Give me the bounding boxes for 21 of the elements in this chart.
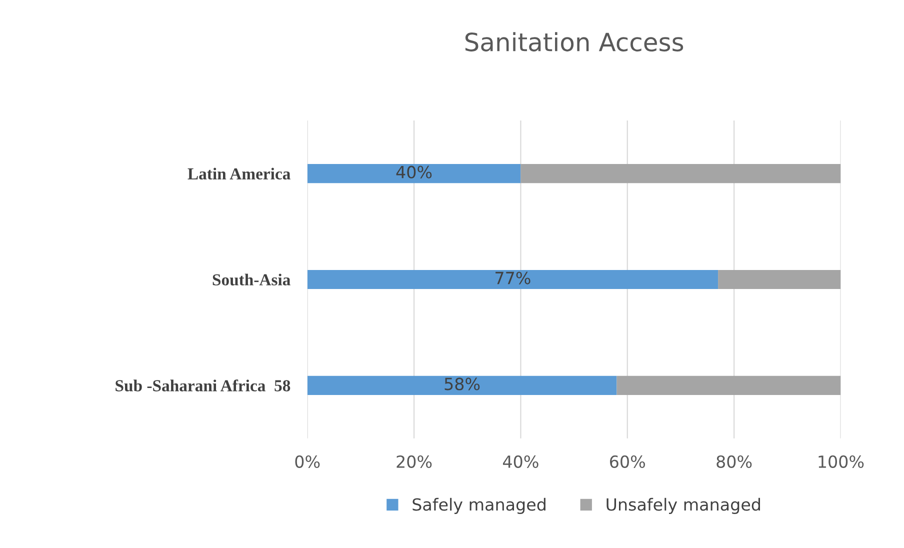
- x-tick-label: 40%: [502, 455, 538, 468]
- legend-label: Unsafely managed: [606, 498, 760, 514]
- chart-title: Sanitation Access: [465, 32, 684, 52]
- bar: [616, 376, 841, 395]
- bar: [718, 270, 841, 290]
- bar: [307, 270, 718, 290]
- y-tick-label: South-Asia: [212, 274, 290, 286]
- x-tick-label: 100%: [818, 455, 864, 468]
- data-label: 40%: [396, 166, 432, 178]
- x-tick-label: 0%: [295, 455, 320, 468]
- x-tick-label: 20%: [396, 455, 432, 468]
- x-tick-label: 60%: [610, 455, 645, 468]
- y-tick-label: Sub -Saharani Africa 58: [116, 379, 290, 392]
- bar: [520, 164, 841, 184]
- x-tick-label: 80%: [716, 455, 752, 468]
- legend-label: Safely managed: [412, 498, 546, 514]
- bar: [307, 376, 617, 395]
- data-label: 77%: [496, 272, 530, 284]
- data-label: 58%: [444, 378, 480, 390]
- y-tick-label: Latin America: [188, 168, 290, 180]
- bar: [307, 164, 521, 184]
